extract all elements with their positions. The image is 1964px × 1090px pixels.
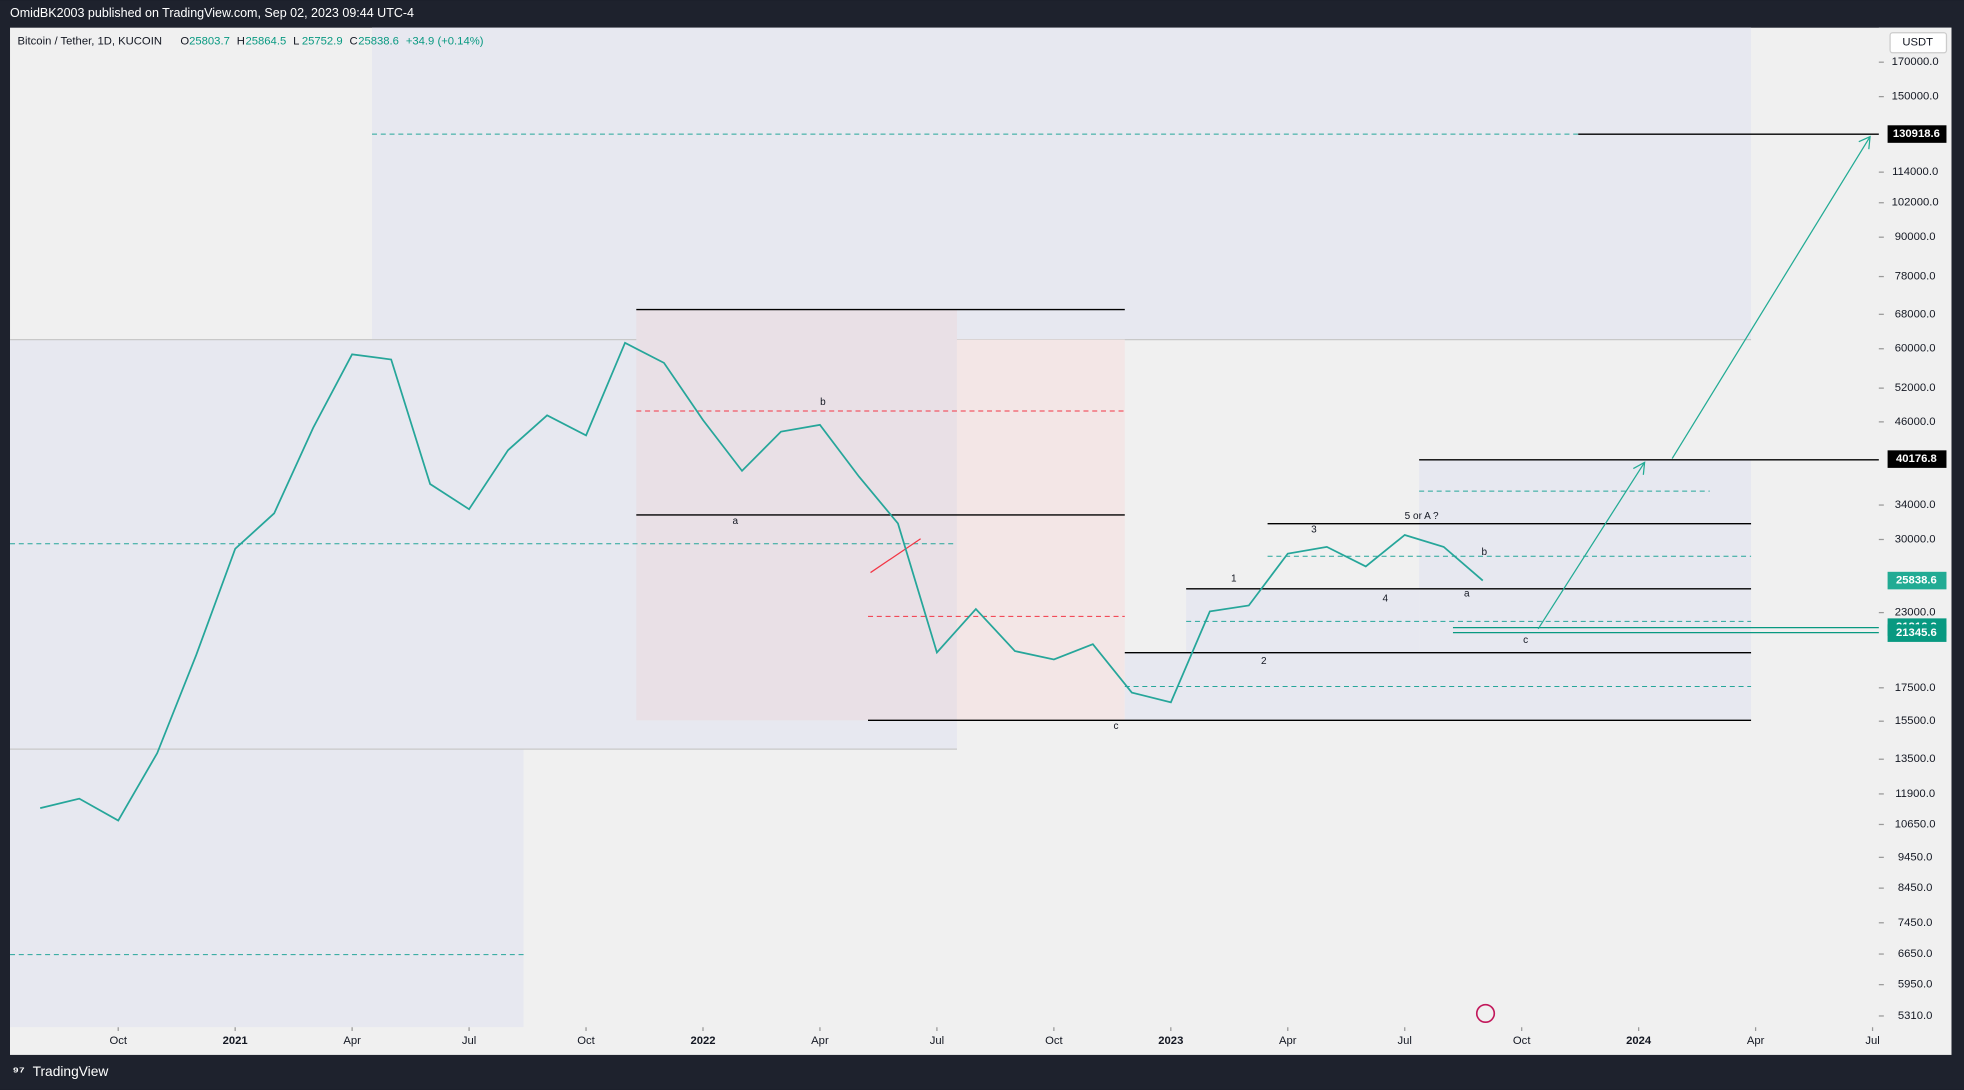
zone	[956, 339, 1125, 721]
x-tick-label: Apr	[811, 1035, 829, 1047]
price-tag-label: 21345.6	[1896, 627, 1937, 639]
x-tick-label: 2021	[223, 1035, 248, 1047]
symbol: Bitcoin / Tether, 1D, KUCOIN	[18, 35, 162, 47]
solid-levels	[636, 133, 1886, 722]
wave-label: 4	[1383, 594, 1389, 605]
plot-area	[10, 27, 1952, 1055]
y-tick-label: 68000.0	[1895, 308, 1936, 320]
x-tick-label: Oct	[1513, 1035, 1531, 1047]
y-tick-label: 5310.0	[1898, 1010, 1932, 1022]
arrow	[1537, 461, 1646, 630]
y-tick-label: 6650.0	[1898, 948, 1932, 960]
arrow-head	[1858, 135, 1871, 150]
y-tick-label: 30000.0	[1895, 533, 1936, 545]
ohlc-value: 25752.9	[302, 35, 343, 47]
wave-label: b	[820, 397, 826, 408]
currency: USDT	[1902, 37, 1933, 49]
y-tick-label: 9450.0	[1898, 851, 1932, 863]
ohlc-value: 25803.7	[189, 35, 230, 47]
price-tag	[1887, 450, 1947, 468]
y-tick-label: 13500.0	[1895, 753, 1936, 765]
red-levels	[636, 410, 1125, 617]
x-tick-label: Jul	[462, 1035, 476, 1047]
x-tick-label: Apr	[1279, 1035, 1297, 1047]
y-tick-label: 150000.0	[1892, 91, 1939, 103]
dashed-levels	[10, 133, 1752, 956]
ohlc-value: 25864.5	[246, 35, 287, 47]
price-tag-label: 130918.6	[1893, 128, 1940, 140]
wave-label: 2	[1261, 656, 1267, 667]
arrow-head	[1633, 461, 1646, 475]
x-tick-label: Jul	[1865, 1035, 1879, 1047]
target-lines	[1452, 627, 1886, 634]
arrow	[1671, 136, 1871, 459]
y-tick-label: 52000.0	[1895, 382, 1936, 394]
x-tick-label: Oct	[1045, 1035, 1063, 1047]
price-tag-label: 25838.6	[1896, 575, 1937, 587]
x-tick-label: Jul	[1398, 1035, 1412, 1047]
y-tick-label: 90000.0	[1895, 231, 1936, 243]
logo-mark: ⁹⁷	[13, 1064, 26, 1079]
ohlc-label: H	[237, 35, 245, 47]
change: +34.9 (+0.14%)	[406, 35, 484, 47]
x-tick-label: Jul	[930, 1035, 944, 1047]
y-tick-label: 60000.0	[1895, 343, 1936, 355]
y-tick-label: 78000.0	[1895, 271, 1936, 283]
time-axis	[10, 1027, 1952, 1055]
wave-label: 5 or A ?	[1405, 511, 1439, 522]
price-line	[39, 341, 1484, 822]
ohlc-label: C	[349, 35, 357, 47]
price-tag	[1887, 624, 1947, 642]
x-tick-label: 2023	[1158, 1035, 1183, 1047]
y-tick-label: 7450.0	[1898, 917, 1932, 929]
y-tick-label: 5950.0	[1898, 979, 1932, 991]
y-tick-label: 170000.0	[1892, 56, 1939, 68]
wave-label: c	[1523, 635, 1528, 646]
y-tick-label: 10650.0	[1895, 818, 1936, 830]
x-tick-label: Apr	[1747, 1035, 1765, 1047]
projection-arrows	[1537, 135, 1871, 630]
y-tick-label: 23000.0	[1895, 607, 1936, 619]
currency-box	[1889, 32, 1948, 54]
trendline	[870, 538, 921, 574]
y-tick-label: 15500.0	[1895, 715, 1936, 727]
brand: TradingView	[33, 1064, 109, 1079]
x-tick-label: 2022	[690, 1035, 715, 1047]
y-tick-label: 46000.0	[1895, 416, 1936, 428]
wave-label: a	[732, 516, 738, 527]
price-tag	[1887, 571, 1947, 590]
ohlc-value: 25838.6	[358, 35, 399, 47]
zone	[372, 27, 1752, 340]
zone	[10, 749, 524, 1028]
price-tag-label: 40176.8	[1896, 453, 1937, 465]
x-tick-label: Apr	[343, 1035, 361, 1047]
price-tag	[1887, 125, 1947, 143]
y-tick-label: 102000.0	[1892, 197, 1939, 209]
y-tick-label: 17500.0	[1895, 682, 1936, 694]
wave-label: c	[1114, 721, 1119, 732]
wave-label: 3	[1311, 525, 1317, 536]
zone	[1124, 652, 1752, 721]
wave-label: b	[1481, 547, 1487, 558]
wave-label: 1	[1231, 573, 1237, 584]
ohlc-legend: O 25803.7 H 25864.5 L 25752.9 C 25838.6 +34.9 (+…	[180, 35, 483, 47]
y-tick-label: 114000.0	[1892, 166, 1938, 178]
y-tick-label: 11900.0	[1895, 788, 1935, 800]
x-tick-label: 2024	[1626, 1035, 1652, 1047]
ohlc-label: L	[293, 35, 299, 47]
publisher: OmidBK2003 published on TradingView.com,…	[10, 6, 414, 20]
y-tick-label: 8450.0	[1898, 882, 1932, 894]
x-tick-label: Oct	[109, 1035, 127, 1047]
zone	[1186, 588, 1420, 653]
y-tick-label: 34000.0	[1895, 499, 1936, 511]
wave-label: a	[1464, 588, 1470, 599]
icon	[1475, 1003, 1496, 1024]
ohlc-label: O	[180, 35, 189, 47]
x-tick-label: Oct	[577, 1035, 595, 1047]
price-axis	[1878, 27, 1952, 1028]
